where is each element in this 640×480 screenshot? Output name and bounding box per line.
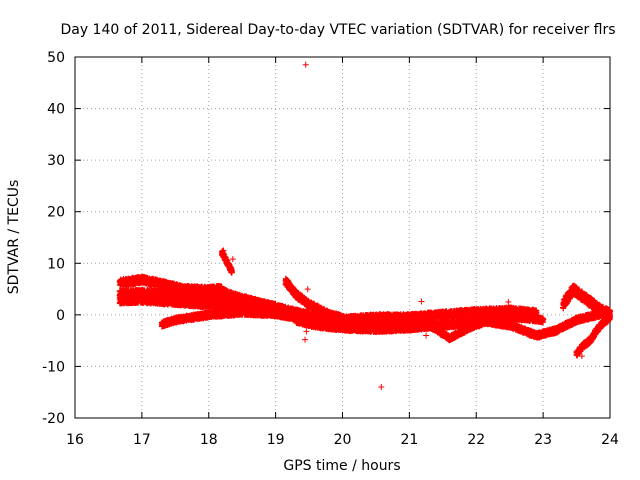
grid bbox=[75, 57, 610, 418]
axis-ticks bbox=[74, 56, 611, 419]
y-tick-label: -20 bbox=[42, 411, 65, 427]
y-tick-label: 10 bbox=[47, 256, 65, 272]
x-tick-label: 21 bbox=[400, 432, 418, 448]
x-tick-label: 22 bbox=[467, 432, 485, 448]
x-tick-label: 20 bbox=[334, 432, 352, 448]
x-tick-label: 16 bbox=[66, 432, 84, 448]
y-tick-label: 50 bbox=[47, 50, 65, 66]
y-tick-label: 40 bbox=[47, 102, 65, 118]
y-tick-label: 30 bbox=[47, 153, 65, 169]
tick-labels: 16 17 18 19 20 21 22 23 24 -20 -10 0 10 20 30 40 50 bbox=[42, 50, 619, 448]
x-tick-label: 19 bbox=[267, 432, 285, 448]
x-tick-label: 17 bbox=[133, 432, 151, 448]
y-tick-label: 0 bbox=[56, 308, 65, 324]
x-tick-label: 24 bbox=[601, 432, 619, 448]
data-points bbox=[116, 61, 613, 391]
y-tick-label: -10 bbox=[42, 359, 65, 375]
chart-title: Day 140 of 2011, Sidereal Day-to-day VTE… bbox=[60, 22, 615, 38]
x-tick-label: 23 bbox=[534, 432, 552, 448]
x-tick-label: 18 bbox=[200, 432, 218, 448]
y-tick-label: 20 bbox=[47, 205, 65, 221]
